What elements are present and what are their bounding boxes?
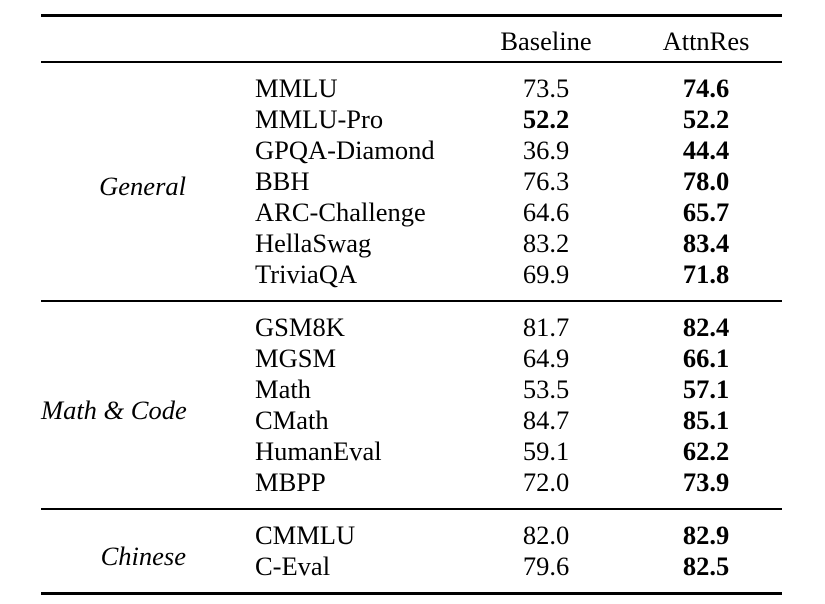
baseline-value: 82.0 (522, 520, 570, 550)
attnres-value: 71.8 (682, 259, 730, 289)
baseline-value: 83.2 (522, 228, 570, 258)
attnres-value: 57.1 (682, 374, 730, 404)
group-label: Chinese (100, 540, 186, 571)
attnres-value: 73.9 (682, 467, 730, 497)
attnres-value: 78.0 (682, 166, 730, 196)
benchmark-results-table: Baseline AttnRes General MMLU 73.5 74.6 MMLU… (41, 14, 782, 595)
attnres-value: 66.1 (682, 343, 730, 373)
benchmark-name: CMMLU (255, 520, 356, 550)
benchmark-name: CMath (255, 405, 329, 435)
benchmark-name: TriviaQA (255, 259, 358, 289)
group-label: General (99, 171, 186, 201)
attnres-value: 74.6 (682, 73, 730, 103)
benchmark-name: C-Eval (255, 551, 331, 581)
column-header-attnres: AttnRes (662, 26, 750, 56)
attnres-value: 85.1 (682, 405, 730, 435)
table-row: MBPP 72.0 73.9 (41, 467, 782, 509)
benchmark-name: Math (255, 374, 311, 404)
benchmark-name: HellaSwag (255, 228, 372, 258)
benchmark-name: GPQA-Diamond (255, 135, 435, 165)
benchmark-name: MBPP (255, 467, 326, 497)
benchmark-name: MMLU-Pro (255, 104, 384, 134)
attnres-value: 65.7 (682, 197, 730, 227)
baseline-value: 53.5 (522, 374, 570, 404)
baseline-value: 73.5 (522, 73, 570, 103)
benchmark-name: MMLU (255, 73, 338, 103)
table-row: ARC-Challenge 64.6 65.7 (41, 197, 782, 228)
attnres-value: 83.4 (682, 228, 730, 258)
table-row: CMath 84.7 85.1 (41, 405, 782, 436)
table-row: GPQA-Diamond 36.9 44.4 (41, 135, 782, 166)
table-row: Math & Code GSM8K 81.7 82.4 (41, 301, 782, 425)
benchmark-name: HumanEval (255, 436, 382, 466)
column-header-baseline: Baseline (500, 26, 592, 56)
baseline-value: 69.9 (522, 259, 570, 289)
table-row: HumanEval 59.1 62.2 (41, 436, 782, 467)
baseline-value: 76.3 (522, 166, 570, 196)
table-row: TriviaQA 69.9 71.8 (41, 259, 782, 301)
baseline-value: 52.2 (522, 104, 570, 134)
benchmark-name: ARC-Challenge (255, 197, 426, 227)
baseline-value: 84.7 (522, 405, 570, 435)
table-row: Chinese CMMLU 82.0 82.9 (41, 509, 782, 571)
group-chinese: Chinese CMMLU 82.0 82.9 C-Eval 79.6 82.5 (41, 509, 782, 594)
attnres-value: 82.5 (682, 551, 730, 581)
baseline-value: 81.7 (522, 312, 570, 342)
group-label: Math & Code (41, 394, 187, 425)
table-row: HellaSwag 83.2 83.4 (41, 228, 782, 259)
column-header-group-empty (41, 16, 246, 63)
table-row: MMLU-Pro 52.2 52.2 (41, 104, 782, 135)
attnres-value: 62.2 (682, 436, 730, 466)
table-row: Math 53.5 57.1 (41, 374, 782, 405)
group-general: General MMLU 73.5 74.6 MMLU-Pro 52.2 52.2 GPQA-… (41, 62, 782, 301)
header-row: Baseline AttnRes (41, 16, 782, 63)
column-header-benchmark-empty (246, 16, 462, 63)
baseline-value: 36.9 (522, 135, 570, 165)
table-row: BBH 76.3 78.0 (41, 166, 782, 197)
baseline-value: 59.1 (522, 436, 570, 466)
baseline-value: 64.6 (522, 197, 570, 227)
table-header: Baseline AttnRes (41, 16, 782, 63)
attnres-value: 44.4 (682, 135, 730, 165)
attnres-value: 82.9 (682, 520, 730, 550)
table-row: General MMLU 73.5 74.6 (41, 62, 782, 201)
table-row: C-Eval 79.6 82.5 (41, 551, 782, 594)
table-row: MGSM 64.9 66.1 (41, 343, 782, 374)
baseline-value: 72.0 (522, 467, 570, 497)
benchmark-name: MGSM (255, 343, 337, 373)
baseline-value: 64.9 (522, 343, 570, 373)
attnres-value: 52.2 (682, 104, 730, 134)
baseline-value: 79.6 (522, 551, 570, 581)
attnres-value: 82.4 (682, 312, 730, 342)
benchmark-name: GSM8K (255, 312, 345, 342)
benchmark-name: BBH (255, 166, 310, 196)
group-math-code: Math & Code GSM8K 81.7 82.4 MGSM 64.9 66.1 Math… (41, 301, 782, 509)
